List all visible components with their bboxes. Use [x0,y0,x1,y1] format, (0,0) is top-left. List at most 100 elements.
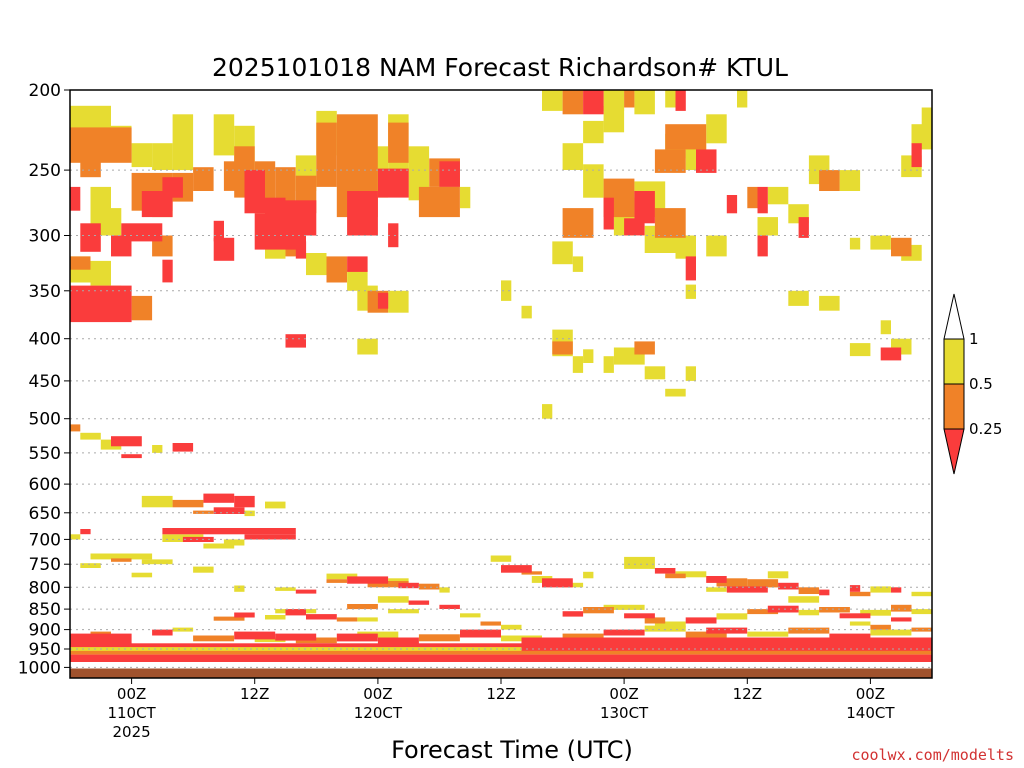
heatmap-cell [911,627,932,632]
heatmap-cell [131,143,153,168]
heatmap-cell [562,582,584,588]
heatmap-cell [675,90,686,111]
heatmap-cell [675,571,707,578]
heatmap-cell [747,609,779,615]
legend-label-0.25: 0.25 [969,420,1002,438]
x-tick-label: 00Z [117,685,146,703]
heatmap-cell [244,534,296,540]
heatmap-cell [275,587,296,591]
y-tick-label: 250 [29,161,61,181]
y-tick-label: 500 [29,410,61,430]
heatmap-cell [798,609,820,616]
heatmap-cell [418,634,460,642]
heatmap-cell [408,600,430,605]
y-tick-label: 750 [29,555,61,575]
x-tick-label: 00Z [609,685,638,703]
heatmap-cell [111,436,142,447]
heatmap-cell [603,197,614,230]
heatmap-cell [388,609,419,614]
y-tick-label: 800 [29,578,61,598]
heatmap-cell [542,578,573,588]
heatmap-cell [849,343,871,357]
heatmap-cell [316,122,337,187]
heatmap-cell [860,609,891,616]
heatmap-cell [480,621,501,626]
y-tick-label: 1000 [18,658,61,678]
heatmap-cell [849,585,861,592]
heatmap-cell [726,586,768,593]
heatmap-cell [798,587,820,594]
heatmap-cell [234,495,255,508]
credit-link[interactable]: coolwx.com/modelts [851,746,1014,764]
x-tick-label: 12Z [240,685,269,703]
heatmap-cell [819,295,840,311]
heatmap-cell [624,613,655,619]
heatmap-cell [172,443,194,452]
heatmap-cell [70,643,932,648]
heatmap-cell [172,114,194,171]
heatmap-cell [654,621,686,628]
heatmap-cell [439,161,460,187]
y-tick-label: 900 [29,621,61,641]
plot-area [69,89,933,679]
heatmap-cell [418,186,460,218]
heatmap-cell [880,320,891,335]
heatmap-cell [460,186,471,209]
legend: 1 0.5 0.25 [943,293,1002,475]
heatmap-cell [501,565,532,573]
heatmap-cell [162,259,173,283]
heatmap-cell [285,334,306,348]
heatmap-cell [891,587,902,593]
heatmap-cell [377,168,409,198]
heatmap-cell [193,510,214,514]
heatmap-cell [829,633,871,640]
heatmap-cell [388,122,409,163]
heatmap-cell [306,253,327,276]
heatmap-cell [583,349,594,363]
heatmap-cell [357,617,378,622]
heatmap-cell [90,260,111,286]
heatmap-cell [162,177,183,198]
heatmap-cell [665,124,707,150]
heatmap-cell [193,635,235,642]
heatmap-cell [634,341,655,355]
heatmap-cell [644,617,666,624]
heatmap-cell [162,528,296,535]
heatmap-cell [223,161,245,191]
heatmap-cell [911,609,932,615]
y-tick-label: 850 [29,600,61,620]
heatmap-cell [295,637,337,644]
heatmap-cell [80,432,101,440]
legend-bin-high [943,338,965,385]
heatmap-cell [685,366,696,381]
heatmap-cell [408,146,430,201]
heatmap-cell [80,141,101,178]
heatmap-cell [418,583,440,590]
heatmap-cell [767,186,789,205]
heatmap-cell [70,650,932,655]
heatmap-cell [706,587,727,592]
y-axis: 200 250 300 350 400 450 500 550 600 650 700 750 8008… [18,81,70,678]
heatmap-cell [572,256,584,272]
heatmap-cell [706,235,727,257]
heatmap-cell [839,613,871,619]
heatmap-cell [891,604,912,612]
x-tick-label: 00Z [363,685,392,703]
heatmap-cell [788,627,830,634]
heatmap-cell [634,90,655,115]
y-tick-label: 600 [29,475,61,495]
heatmap-cell [521,571,542,575]
heatmap-cell [562,90,584,115]
heatmap-cell [685,284,696,299]
heatmap-cell [891,617,912,622]
heatmap-cell [603,356,614,373]
heatmap-cell [336,633,378,642]
heatmap-cell [111,558,132,562]
heatmap-cell [552,341,573,355]
heatmap-cell [141,559,173,565]
heatmap-cell [244,510,255,517]
ground-band [70,668,932,678]
heatmap-cell [603,105,625,133]
